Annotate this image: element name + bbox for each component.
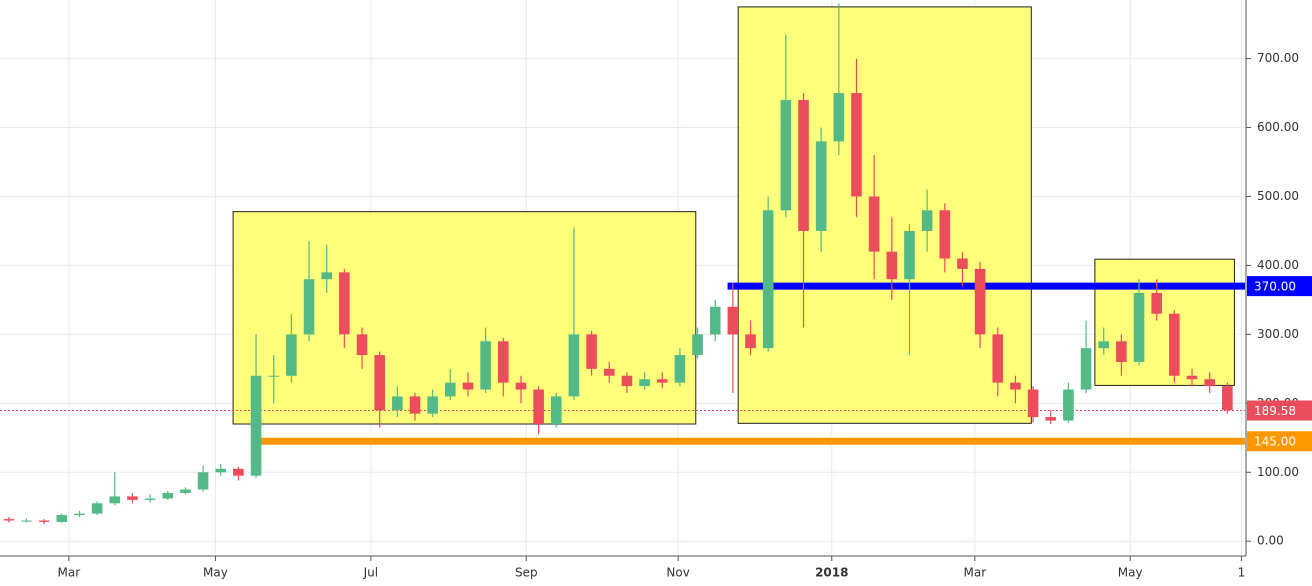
candle-body bbox=[409, 396, 421, 414]
y-tick-label: 0.00 bbox=[1257, 534, 1284, 548]
x-tick-label: Mar bbox=[963, 566, 986, 580]
candle-body bbox=[692, 334, 703, 356]
candle-body bbox=[1222, 386, 1233, 411]
price-tag bbox=[1247, 431, 1312, 452]
candle-body bbox=[445, 382, 456, 397]
candle-body bbox=[498, 341, 509, 383]
x-tick-label: 1 bbox=[1238, 566, 1246, 580]
y-tick-label: 600.00 bbox=[1257, 120, 1299, 134]
candle-body bbox=[250, 375, 262, 476]
candle-body bbox=[74, 513, 85, 516]
candle-body bbox=[833, 93, 845, 142]
candle-body bbox=[1204, 379, 1215, 387]
candle-body bbox=[303, 279, 315, 335]
candle-body bbox=[921, 210, 933, 231]
candle-body bbox=[180, 489, 191, 493]
candle-body bbox=[462, 382, 474, 390]
candle-body bbox=[3, 519, 15, 521]
candle-body bbox=[586, 334, 597, 369]
candle-body bbox=[162, 492, 174, 499]
candle-body bbox=[427, 396, 438, 414]
candle-body bbox=[480, 341, 491, 390]
candle-body bbox=[1133, 293, 1145, 362]
candle-body bbox=[957, 258, 968, 269]
candle-body bbox=[233, 468, 244, 476]
candle-body bbox=[1080, 348, 1092, 390]
x-tick-label: May bbox=[203, 566, 228, 580]
candle-body bbox=[286, 334, 297, 376]
axis-panel bbox=[0, 556, 1312, 586]
x-tick-label: Mar bbox=[58, 566, 81, 580]
x-tick-label: May bbox=[1118, 566, 1143, 580]
candle-body bbox=[533, 389, 544, 425]
x-tick-label: Sep bbox=[515, 566, 538, 580]
candle-body bbox=[939, 210, 951, 259]
candle-body bbox=[1151, 293, 1162, 314]
x-tick-label: 2018 bbox=[815, 566, 848, 580]
candle-body bbox=[550, 396, 562, 425]
candle-body bbox=[568, 334, 580, 397]
candle-body bbox=[91, 503, 103, 514]
candle-body bbox=[1186, 375, 1198, 380]
price-tag bbox=[1247, 400, 1312, 421]
candle-body bbox=[709, 306, 721, 335]
candle-body bbox=[904, 230, 915, 280]
candle-body bbox=[1098, 341, 1110, 349]
candle-body bbox=[1045, 417, 1057, 421]
price-tag bbox=[1247, 276, 1312, 297]
candle-body bbox=[374, 355, 385, 411]
candle-body bbox=[639, 379, 650, 387]
candle-body bbox=[1010, 382, 1021, 390]
candle-body bbox=[38, 520, 50, 522]
candle-body bbox=[762, 210, 774, 349]
candle-body bbox=[515, 382, 527, 390]
candle-body bbox=[1063, 389, 1074, 421]
candle-body bbox=[815, 141, 827, 231]
candle-body bbox=[392, 396, 403, 411]
highlight-box bbox=[1094, 258, 1235, 386]
candle-body bbox=[127, 496, 138, 500]
candle-body bbox=[339, 272, 350, 335]
candle-body bbox=[144, 498, 156, 500]
y-tick-label: 400.00 bbox=[1257, 258, 1299, 272]
y-tick-label: 500.00 bbox=[1257, 189, 1299, 203]
candle-body bbox=[109, 496, 121, 504]
price-tag-label: 189.58 bbox=[1254, 404, 1296, 418]
candle-body bbox=[674, 355, 686, 383]
candle-body bbox=[656, 379, 668, 383]
y-tick-label: 700.00 bbox=[1257, 51, 1299, 65]
candle-body bbox=[603, 368, 615, 376]
price-tag-label: 370.00 bbox=[1254, 280, 1296, 294]
candle-body bbox=[798, 99, 809, 231]
candle-body bbox=[886, 251, 898, 280]
price-tag-label: 145.00 bbox=[1254, 435, 1296, 449]
candle-body bbox=[745, 334, 756, 349]
y-tick-label: 300.00 bbox=[1257, 327, 1299, 341]
y-tick-label: 100.00 bbox=[1257, 465, 1299, 479]
candle-body bbox=[780, 99, 792, 211]
candle-body bbox=[197, 472, 209, 490]
candle-body bbox=[1169, 313, 1180, 376]
candle-body bbox=[621, 375, 633, 387]
candle-body bbox=[215, 468, 227, 473]
candle-body bbox=[851, 93, 862, 197]
candle-body bbox=[1027, 389, 1039, 418]
candle-body bbox=[868, 196, 880, 252]
candle-body bbox=[992, 334, 1004, 383]
candle-body bbox=[21, 520, 32, 522]
candle-body bbox=[727, 306, 739, 335]
x-tick-label: Nov bbox=[666, 566, 689, 580]
x-tick-label: Jul bbox=[363, 566, 378, 580]
candle-body bbox=[321, 272, 332, 280]
highlight-box bbox=[737, 6, 1032, 424]
candle-body bbox=[356, 334, 368, 356]
candle-body bbox=[56, 515, 68, 522]
candle-body bbox=[974, 268, 986, 335]
candle-body bbox=[268, 375, 280, 377]
candle-body bbox=[1116, 341, 1127, 362]
